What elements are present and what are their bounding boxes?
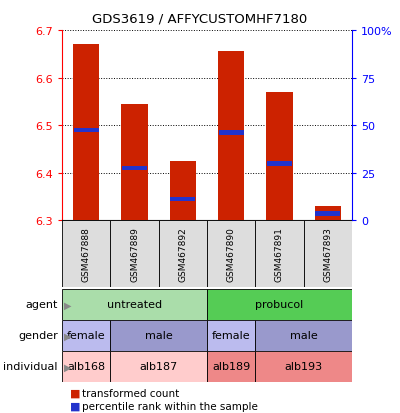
Bar (218, 131, 244, 135)
Bar (62, 221, 110, 287)
Text: ▶: ▶ (64, 361, 72, 372)
Bar (170, 197, 196, 202)
Bar (266, 93, 293, 221)
Text: GSM467893: GSM467893 (323, 227, 332, 281)
Bar (121, 104, 148, 221)
Text: ■: ■ (70, 401, 80, 411)
Text: alb193: alb193 (285, 361, 323, 372)
Bar (255, 320, 352, 351)
Bar (207, 351, 255, 382)
Text: gender: gender (18, 330, 58, 341)
Bar (62, 289, 207, 320)
Text: alb189: alb189 (212, 361, 250, 372)
Bar (207, 320, 255, 351)
Text: ▶: ▶ (64, 330, 72, 341)
Text: agent: agent (26, 299, 58, 310)
Text: alb168: alb168 (67, 361, 105, 372)
Text: probucol: probucol (255, 299, 304, 310)
Bar (170, 161, 196, 221)
Bar (110, 351, 207, 382)
Bar (315, 211, 340, 216)
Bar (73, 45, 100, 221)
Text: GDS3619 / AFFYCUSTOMHF7180: GDS3619 / AFFYCUSTOMHF7180 (92, 12, 308, 25)
Bar (62, 320, 110, 351)
Bar (304, 221, 352, 287)
Text: male: male (290, 330, 318, 341)
Bar (62, 351, 110, 382)
Text: GSM467891: GSM467891 (275, 227, 284, 281)
Bar (110, 320, 207, 351)
Text: GSM467892: GSM467892 (178, 227, 187, 281)
Bar (74, 128, 99, 133)
Text: percentile rank within the sample: percentile rank within the sample (82, 401, 258, 411)
Text: individual: individual (4, 361, 58, 372)
Bar (207, 221, 255, 287)
Text: ■: ■ (70, 388, 80, 398)
Text: ▶: ▶ (64, 299, 72, 310)
Text: male: male (145, 330, 172, 341)
Text: alb187: alb187 (140, 361, 178, 372)
Bar (314, 207, 341, 221)
Text: female: female (67, 330, 106, 341)
Bar (267, 161, 292, 166)
Bar (110, 221, 159, 287)
Bar (255, 351, 352, 382)
Text: GSM467889: GSM467889 (130, 227, 139, 281)
Bar (122, 166, 147, 171)
Text: untreated: untreated (107, 299, 162, 310)
Text: GSM467890: GSM467890 (227, 227, 236, 281)
Text: female: female (212, 330, 250, 341)
Bar (207, 289, 352, 320)
Text: GSM467888: GSM467888 (82, 227, 91, 281)
Bar (255, 221, 304, 287)
Bar (218, 52, 244, 221)
Bar (159, 221, 207, 287)
Text: transformed count: transformed count (82, 388, 179, 398)
